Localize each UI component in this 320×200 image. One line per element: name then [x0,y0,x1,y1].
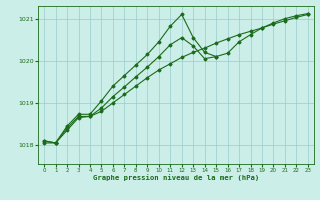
X-axis label: Graphe pression niveau de la mer (hPa): Graphe pression niveau de la mer (hPa) [93,175,259,181]
